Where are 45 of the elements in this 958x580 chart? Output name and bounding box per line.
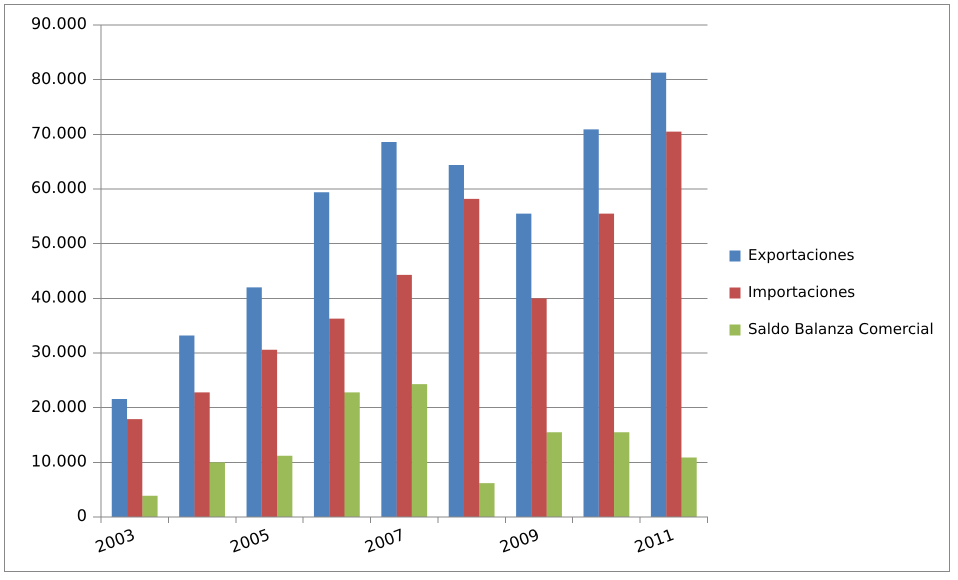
bar — [479, 483, 495, 517]
y-tick-label: 0 — [76, 506, 87, 526]
x-tick-label: 2005 — [228, 524, 272, 557]
bar — [396, 274, 412, 517]
bar — [127, 419, 142, 517]
y-tick-label: 20.000 — [31, 396, 87, 416]
x-tick-label: 2003 — [92, 524, 138, 557]
bar — [277, 456, 292, 517]
x-tick-label: 2007 — [362, 524, 408, 557]
legend-label: Importaciones — [748, 282, 856, 301]
y-tick-label: 80.000 — [31, 68, 87, 88]
bar — [329, 318, 344, 517]
bar — [516, 214, 532, 517]
y-tick-label: 60.000 — [31, 178, 87, 198]
bar — [598, 214, 614, 517]
bar — [666, 132, 682, 517]
bar — [210, 462, 225, 517]
bar — [584, 129, 599, 517]
y-tick-label: 50.000 — [31, 232, 87, 252]
bar — [448, 164, 464, 517]
y-tick-label: 40.000 — [31, 288, 87, 307]
bar — [614, 432, 630, 517]
bar — [650, 72, 666, 517]
bar — [194, 392, 210, 517]
legend-label: Exportaciones — [748, 246, 855, 264]
bar — [681, 457, 697, 517]
bar — [381, 142, 397, 517]
y-tick-label: 70.000 — [31, 123, 87, 142]
legend-label: Saldo Balanza Comercial — [748, 320, 934, 338]
y-tick-label: 30.000 — [31, 342, 87, 362]
bar — [246, 287, 262, 517]
x-tick-label: 2011 — [632, 524, 677, 557]
y-tick-label: 10.000 — [31, 452, 87, 471]
bar — [464, 198, 480, 517]
bar — [546, 432, 562, 517]
bar — [179, 336, 194, 517]
x-tick-label: 2009 — [497, 524, 542, 557]
bar — [262, 350, 278, 517]
bar — [142, 496, 158, 517]
bar — [531, 298, 547, 517]
bar — [344, 392, 360, 517]
y-tick-label: 90.000 — [31, 14, 87, 34]
bar — [314, 192, 330, 517]
bar — [412, 384, 428, 517]
bar — [112, 398, 128, 517]
